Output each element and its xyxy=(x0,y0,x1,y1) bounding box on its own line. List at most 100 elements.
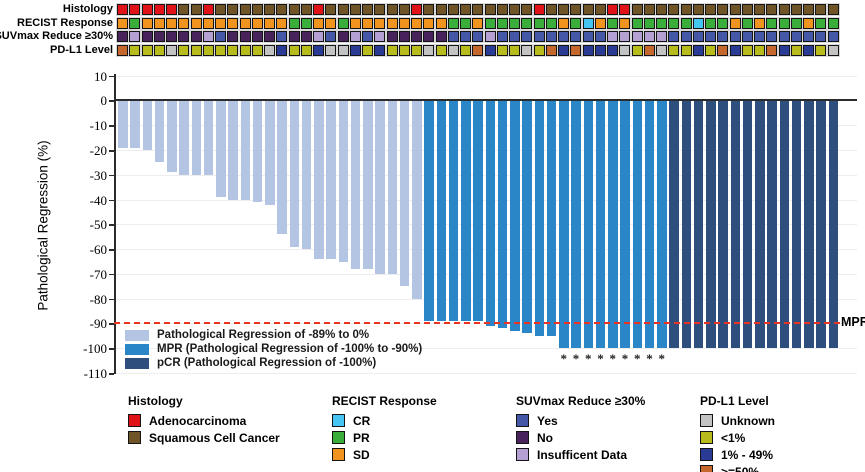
suvmax-cell xyxy=(692,31,704,42)
histology-cell xyxy=(239,4,251,15)
recist-cell xyxy=(533,17,545,29)
histology-cell xyxy=(668,4,680,15)
pdl1-cell xyxy=(472,44,484,56)
pdl1-cell xyxy=(643,44,655,56)
histology-cell xyxy=(778,4,790,15)
legend-item-label: 1% - 49% xyxy=(721,448,774,462)
recist-cell xyxy=(729,17,741,29)
pdl1-cell xyxy=(533,44,545,56)
pdl1-cell xyxy=(349,44,361,56)
recist-cell xyxy=(582,17,594,29)
legend-color-swatch xyxy=(516,448,529,461)
patient-bar xyxy=(497,101,508,329)
suvmax-cell xyxy=(300,31,312,42)
histology-cell xyxy=(251,4,263,15)
legend-item-label: Yes xyxy=(537,414,558,428)
y-tick-mark xyxy=(108,125,114,127)
histology-cell xyxy=(202,4,214,15)
recist-cell xyxy=(190,17,202,29)
suvmax-cell xyxy=(729,31,741,42)
patient-bar xyxy=(546,101,557,336)
histology-cell xyxy=(472,4,484,15)
suvmax-cell xyxy=(594,31,606,42)
legend-item: Yes xyxy=(516,412,645,428)
suvmax-cell xyxy=(374,31,386,42)
recist-cell xyxy=(325,17,337,29)
patient-bar xyxy=(693,101,704,349)
patient-bar xyxy=(644,101,655,349)
legend-item-label: Insufficent Data xyxy=(537,448,628,462)
legend-color-swatch xyxy=(332,448,345,461)
legend-item-label: Adenocarcinoma xyxy=(149,414,247,428)
gridline xyxy=(113,75,857,77)
legend-group-title: Histology xyxy=(128,394,183,408)
y-tick-mark xyxy=(108,273,114,276)
histology-cell xyxy=(803,4,814,15)
histology-cell xyxy=(325,4,337,15)
y-tick-label: 0 xyxy=(100,93,108,109)
pdl1-cell xyxy=(729,44,741,56)
patient-bar xyxy=(669,101,679,349)
patient-bar xyxy=(203,101,214,175)
suvmax-cell xyxy=(325,31,337,42)
suvmax-cell xyxy=(778,31,790,42)
gridline xyxy=(113,373,857,374)
recist-cell xyxy=(619,17,631,29)
gridline xyxy=(113,273,857,275)
legend-item: CR xyxy=(332,412,437,428)
pdl1-cell xyxy=(656,44,667,56)
pdl1-cell xyxy=(202,44,214,56)
significance-asterisk: * xyxy=(633,351,641,367)
patient-bar xyxy=(510,101,520,331)
histology-cell xyxy=(264,4,275,15)
histology-cell xyxy=(741,4,753,15)
legend-item-label: Unknown xyxy=(721,414,775,428)
pdl1-cell xyxy=(754,44,765,56)
patient-bar xyxy=(289,101,299,247)
recist-cell xyxy=(717,17,729,29)
patient-bar xyxy=(767,101,777,349)
patient-bar xyxy=(326,101,336,260)
patient-bar xyxy=(571,101,581,349)
suvmax-cell xyxy=(411,31,422,42)
histology-cell xyxy=(594,4,606,15)
histology-cell xyxy=(619,4,631,15)
suvmax-cell xyxy=(643,31,655,42)
y-tick-label: -50 xyxy=(89,217,107,233)
histology-cell xyxy=(423,4,435,15)
suvmax-cell xyxy=(496,31,508,42)
y-tick-mark xyxy=(108,298,114,301)
y-tick-label: -110 xyxy=(83,366,107,381)
recist-cell xyxy=(472,17,484,29)
y-axis-title: Pathological Regression (%) xyxy=(35,140,51,311)
suvmax-cell xyxy=(705,31,716,42)
y-tick-label: -10 xyxy=(89,118,107,134)
histology-cell xyxy=(692,4,704,15)
suvmax-cell xyxy=(803,31,814,42)
gridline xyxy=(113,348,857,350)
suvmax-cell xyxy=(227,31,239,42)
pdl1-cell xyxy=(717,44,729,56)
recist-cell xyxy=(141,17,153,29)
y-tick-label: -80 xyxy=(89,291,107,307)
pdl1-cell xyxy=(374,44,386,56)
pdl1-cell xyxy=(178,44,190,56)
recist-cell xyxy=(570,17,582,29)
histology-cell xyxy=(374,4,386,15)
legend-item: PR xyxy=(332,429,437,445)
patient-bar xyxy=(608,101,618,349)
histology-cell xyxy=(582,4,594,15)
recist-cell xyxy=(827,17,839,29)
pdl1-cell xyxy=(815,44,827,56)
patient-bar xyxy=(534,101,544,336)
suvmax-cell xyxy=(141,31,153,42)
recist-cell xyxy=(386,17,398,29)
pdl1-cell xyxy=(778,44,790,56)
histology-cell xyxy=(288,4,300,15)
y-tick-mark xyxy=(108,373,114,375)
patient-bar xyxy=(338,101,348,262)
y-tick-mark xyxy=(108,323,114,325)
histology-cell xyxy=(435,4,447,15)
patient-bar xyxy=(718,101,728,349)
legend-color-swatch xyxy=(700,414,713,427)
